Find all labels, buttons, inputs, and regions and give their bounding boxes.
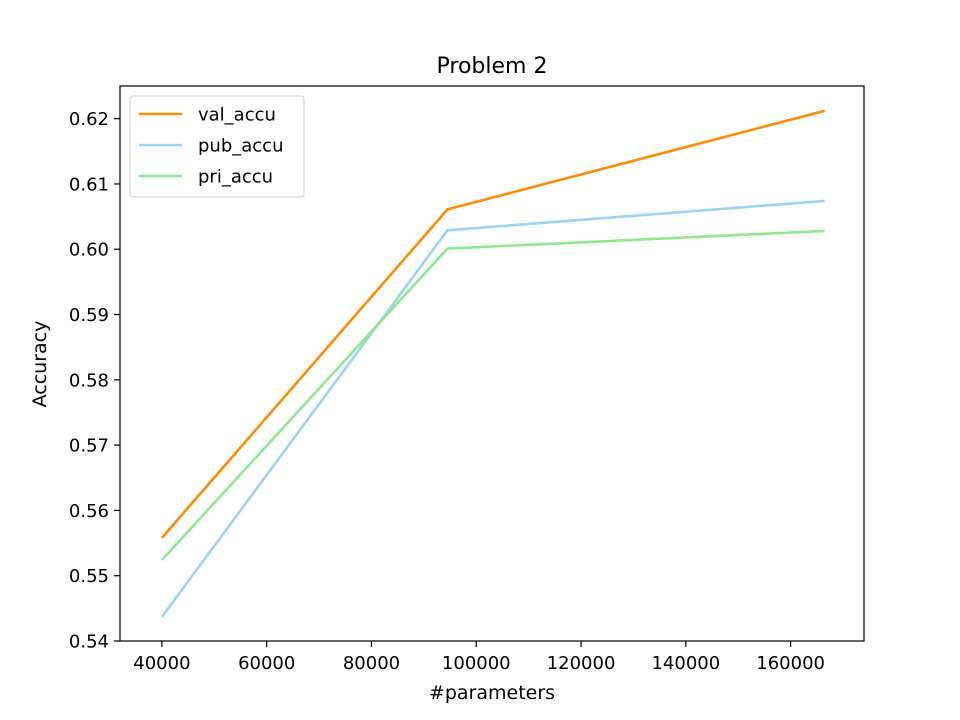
y-tick-label-0: 0.54 xyxy=(69,632,109,653)
legend: val_accu pub_accu pri_accu xyxy=(129,95,305,198)
x-axis: 40000 60000 80000 100000 120000 140000 160000 xyxy=(133,641,825,674)
x-tick-label-0: 40000 xyxy=(133,653,190,674)
y-tick-label-2: 0.56 xyxy=(69,501,109,522)
x-axis-label: #parameters xyxy=(429,682,555,704)
y-axis: 0.54 0.55 0.56 0.57 0.58 0.59 0.60 0.61 0.62 xyxy=(69,109,120,653)
y-tick-label-6: 0.60 xyxy=(69,240,109,261)
legend-label-pub_accu: pub_accu xyxy=(198,136,284,157)
y-tick-label-1: 0.55 xyxy=(69,566,109,587)
y-axis-label: Accuracy xyxy=(29,321,51,408)
series-line-pub_accu xyxy=(160,199,825,618)
legend-label-val_accu: val_accu xyxy=(198,105,276,126)
y-tick-label-4: 0.58 xyxy=(69,370,109,391)
x-tick-label-3: 100000 xyxy=(442,653,511,674)
legend-label-pri_accu: pri_accu xyxy=(198,167,273,188)
y-tick-label-3: 0.57 xyxy=(69,436,109,457)
x-tick-label-1: 60000 xyxy=(238,653,295,674)
plot-frame xyxy=(119,85,865,642)
y-tick-label-8: 0.62 xyxy=(69,109,109,130)
y-tick-label-7: 0.61 xyxy=(69,174,109,195)
y-tick-label-5: 0.59 xyxy=(69,305,109,326)
series-layer xyxy=(160,109,826,618)
series-line-pri_accu xyxy=(160,229,825,561)
x-tick-label-2: 80000 xyxy=(343,653,400,674)
x-tick-label-6: 160000 xyxy=(756,653,825,674)
x-tick-label-4: 120000 xyxy=(547,653,616,674)
chart-title: Problem 2 xyxy=(437,54,548,79)
x-tick-label-5: 140000 xyxy=(651,653,720,674)
legend-box xyxy=(129,95,305,198)
series-line-val_accu xyxy=(160,109,826,539)
